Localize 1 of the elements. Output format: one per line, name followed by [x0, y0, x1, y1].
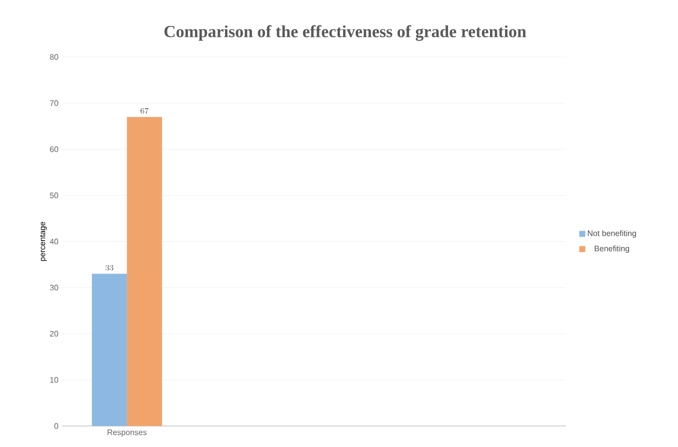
text: Comparison of the effectiveness of grade retention — [164, 25, 526, 41]
